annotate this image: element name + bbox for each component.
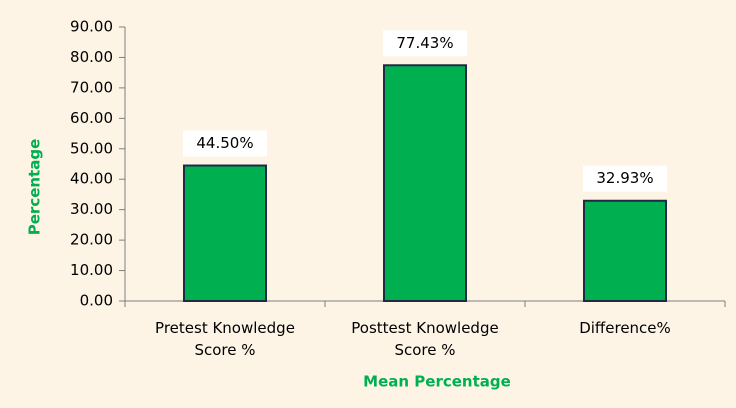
y-tick-label: 40.00	[70, 170, 113, 188]
value-label: 32.93%	[596, 169, 653, 187]
y-axis-title: Percentage	[26, 139, 44, 236]
value-label-box	[583, 165, 667, 192]
y-tick-label: 50.00	[70, 139, 113, 157]
y-tick-label: 90.00	[70, 18, 113, 36]
bar	[183, 164, 267, 302]
x-tick-label: Pretest Knowledge Score %	[155, 319, 295, 359]
y-tick-label: 10.00	[70, 261, 113, 279]
bar	[583, 199, 667, 302]
value-label-box	[383, 30, 467, 57]
x-axis-title: Mean Percentage	[363, 373, 511, 391]
value-label: 44.50%	[196, 134, 253, 152]
y-tick-label: 20.00	[70, 231, 113, 249]
value-label: 77.43%	[396, 34, 453, 52]
y-tick-label: 80.00	[70, 48, 113, 66]
y-tick-label: 0.00	[80, 292, 113, 310]
y-tick-label: 30.00	[70, 200, 113, 218]
bar	[383, 64, 467, 303]
y-tick-label: 70.00	[70, 78, 113, 96]
y-tick-label: 60.00	[70, 109, 113, 127]
value-label-box	[183, 130, 267, 157]
x-tick-label: Posttest Knowledge Score %	[351, 319, 499, 359]
x-tick-label: Difference%	[579, 319, 671, 337]
